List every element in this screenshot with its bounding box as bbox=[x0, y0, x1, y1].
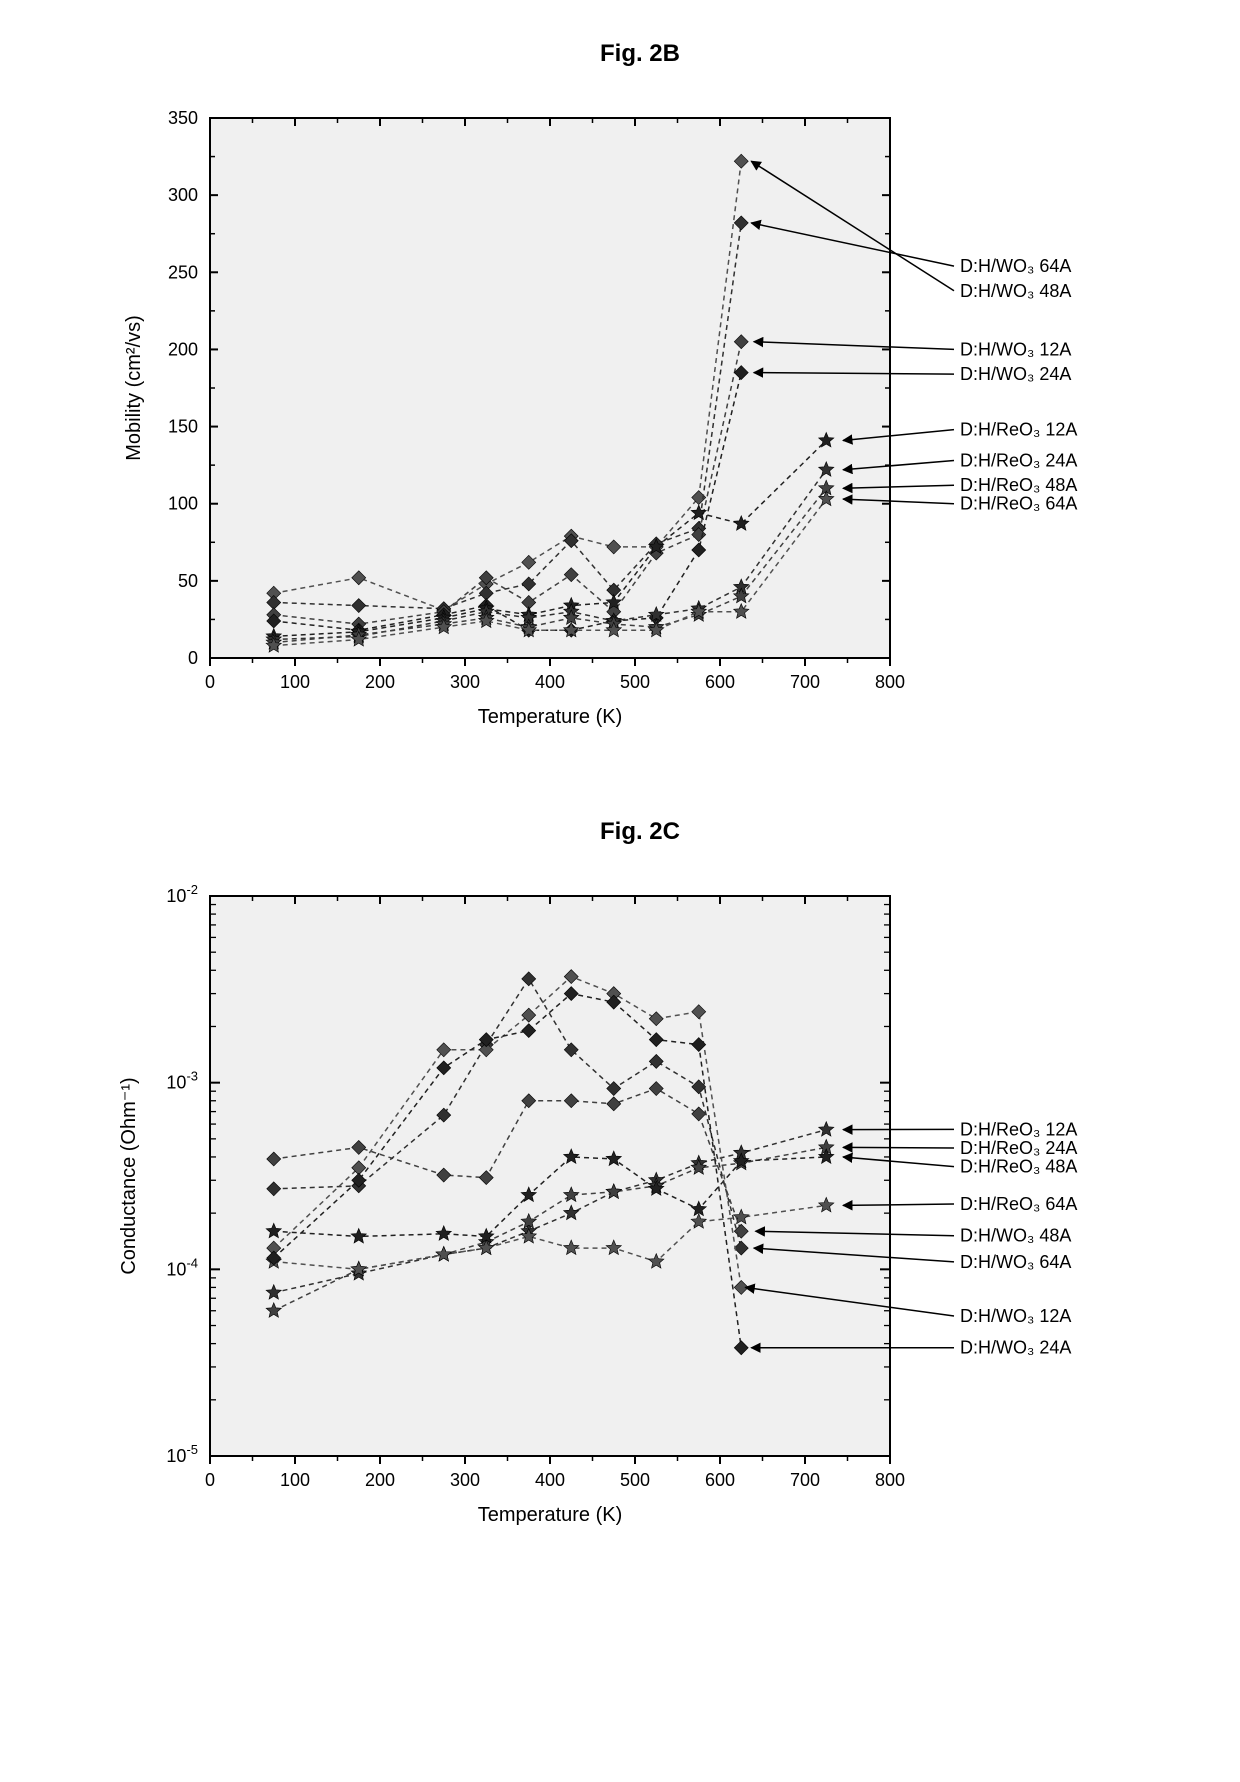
svg-text:D:H/WO₃ 48A: D:H/WO₃ 48A bbox=[960, 1226, 1071, 1246]
svg-text:50: 50 bbox=[178, 571, 198, 591]
svg-text:D:H/WO₃ 24A: D:H/WO₃ 24A bbox=[960, 1338, 1071, 1358]
svg-text:100: 100 bbox=[280, 1470, 310, 1490]
svg-text:Temperature (K): Temperature (K) bbox=[478, 706, 623, 728]
svg-text:D:H/ReO₃ 24A: D:H/ReO₃ 24A bbox=[960, 451, 1077, 471]
svg-text:0: 0 bbox=[205, 672, 215, 692]
svg-text:D:H/ReO₃ 12A: D:H/ReO₃ 12A bbox=[960, 420, 1077, 440]
svg-text:D:H/WO₃ 64A: D:H/WO₃ 64A bbox=[960, 256, 1071, 276]
svg-text:D:H/ReO₃ 48A: D:H/ReO₃ 48A bbox=[960, 1157, 1077, 1177]
svg-text:200: 200 bbox=[365, 672, 395, 692]
svg-text:0: 0 bbox=[188, 648, 198, 668]
svg-text:D:H/WO₃ 12A: D:H/WO₃ 12A bbox=[960, 339, 1071, 359]
svg-text:D:H/ReO₃ 12A: D:H/ReO₃ 12A bbox=[960, 1119, 1077, 1139]
svg-text:10-3: 10-3 bbox=[166, 1069, 198, 1093]
svg-text:500: 500 bbox=[620, 1470, 650, 1490]
svg-text:350: 350 bbox=[168, 108, 198, 128]
svg-text:D:H/ReO₃ 64A: D:H/ReO₃ 64A bbox=[960, 1194, 1077, 1214]
svg-text:400: 400 bbox=[535, 1470, 565, 1490]
svg-text:Temperature (K): Temperature (K) bbox=[478, 1504, 623, 1526]
svg-text:100: 100 bbox=[280, 672, 310, 692]
svg-text:Conductance (Ohm⁻¹): Conductance (Ohm⁻¹) bbox=[118, 1077, 140, 1274]
svg-text:700: 700 bbox=[790, 1470, 820, 1490]
svg-text:D:H/WO₃ 64A: D:H/WO₃ 64A bbox=[960, 1252, 1071, 1272]
svg-text:500: 500 bbox=[620, 672, 650, 692]
svg-text:400: 400 bbox=[535, 672, 565, 692]
svg-text:10-4: 10-4 bbox=[166, 1255, 198, 1279]
svg-text:800: 800 bbox=[875, 672, 905, 692]
svg-text:10-2: 10-2 bbox=[166, 882, 198, 906]
svg-text:D:H/ReO₃ 64A: D:H/ReO₃ 64A bbox=[960, 494, 1077, 514]
svg-text:D:H/WO₃ 12A: D:H/WO₃ 12A bbox=[960, 1306, 1071, 1326]
svg-text:D:H/WO₃ 24A: D:H/WO₃ 24A bbox=[960, 364, 1071, 384]
svg-text:150: 150 bbox=[168, 417, 198, 437]
svg-text:D:H/WO₃ 48A: D:H/WO₃ 48A bbox=[960, 281, 1071, 301]
svg-text:200: 200 bbox=[365, 1470, 395, 1490]
svg-text:300: 300 bbox=[168, 185, 198, 205]
svg-text:100: 100 bbox=[168, 494, 198, 514]
svg-text:D:H/ReO₃ 24A: D:H/ReO₃ 24A bbox=[960, 1138, 1077, 1158]
svg-text:250: 250 bbox=[168, 262, 198, 282]
svg-text:300: 300 bbox=[450, 672, 480, 692]
fig2c-chart: 0 100 200 300 400 500 600 700 800 10-5 10-4 10-3 10-… bbox=[90, 876, 1190, 1536]
svg-text:0: 0 bbox=[205, 1470, 215, 1490]
svg-text:200: 200 bbox=[168, 339, 198, 359]
fig2b-title: Fig. 2B bbox=[20, 40, 1240, 68]
svg-text:600: 600 bbox=[705, 672, 735, 692]
svg-text:D:H/ReO₃ 48A: D:H/ReO₃ 48A bbox=[960, 475, 1077, 495]
fig2c-title: Fig. 2C bbox=[20, 818, 1240, 846]
svg-text:Mobility (cm²/vs): Mobility (cm²/vs) bbox=[123, 315, 145, 461]
svg-text:300: 300 bbox=[450, 1470, 480, 1490]
svg-text:10-5: 10-5 bbox=[166, 1442, 198, 1466]
svg-text:800: 800 bbox=[875, 1470, 905, 1490]
fig2b-chart: 0 100 200 300 400 500 600 700 800 0 50 100 150 200 250… bbox=[90, 98, 1190, 738]
svg-text:700: 700 bbox=[790, 672, 820, 692]
svg-text:600: 600 bbox=[705, 1470, 735, 1490]
